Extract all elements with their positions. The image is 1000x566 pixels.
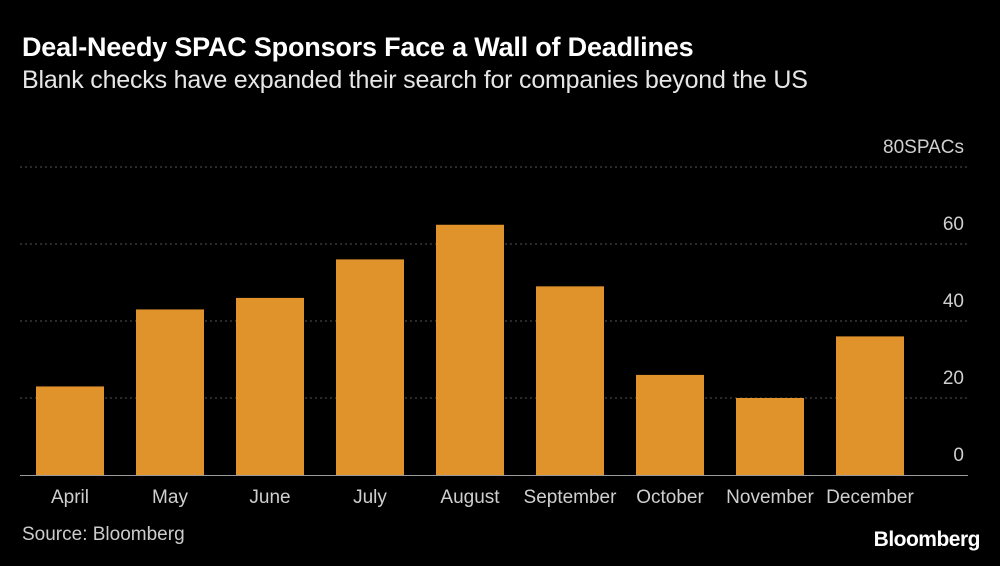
y-tick-label: 40 — [943, 291, 964, 312]
x-tick-label: December — [826, 487, 914, 508]
x-tick-label: November — [726, 487, 814, 508]
x-tick-label: October — [636, 487, 704, 508]
y-tick-label: 20 — [943, 368, 964, 389]
bar-october — [636, 374, 704, 475]
y-tick-label: 80SPACs — [883, 137, 964, 158]
y-tick-label: 0 — [953, 445, 964, 466]
bar-april — [36, 386, 104, 475]
x-tick-label: May — [152, 487, 188, 508]
bar-september — [536, 286, 604, 475]
bar-july — [336, 259, 404, 475]
x-tick-label: June — [249, 487, 290, 508]
x-tick-label: September — [524, 487, 618, 508]
bar-december — [836, 336, 904, 475]
bar-august — [436, 224, 504, 475]
bar-may — [136, 309, 204, 475]
bar-november — [736, 398, 804, 475]
bar-june — [236, 297, 304, 475]
x-tick-label: July — [353, 487, 387, 508]
y-tick-label: 60 — [943, 214, 964, 235]
x-tick-label: August — [440, 487, 500, 508]
bloomberg-logo: Bloomberg — [873, 528, 981, 551]
chart-title: Deal-Needy SPAC Sponsors Face a Wall of … — [22, 32, 694, 62]
chart-subtitle: Blank checks have expanded their search … — [22, 66, 808, 94]
source-note: Source: Bloomberg — [22, 524, 185, 545]
x-tick-label: April — [51, 487, 89, 508]
